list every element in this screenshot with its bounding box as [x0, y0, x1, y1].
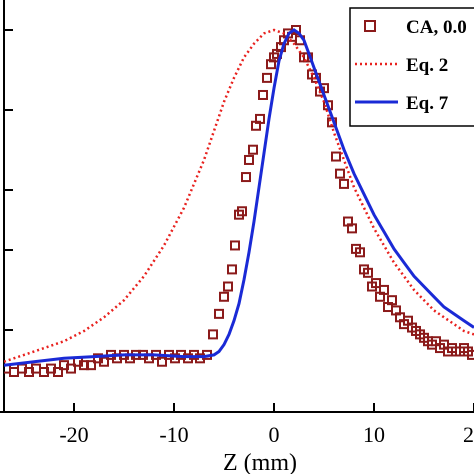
ca-data-point	[230, 240, 240, 251]
ca-data-point	[355, 247, 365, 258]
y-ticks	[4, 29, 13, 331]
ca-data-point	[255, 113, 265, 124]
ca-data-point	[53, 367, 63, 377]
ca-data-point	[331, 151, 341, 162]
x-tick-label: 10	[363, 422, 385, 447]
ca-data-point	[347, 223, 357, 234]
x-axis-label: Z (mm)	[223, 450, 297, 474]
ca-data-point	[219, 291, 229, 302]
ca-data-point	[99, 356, 109, 367]
ca-data-point	[223, 281, 233, 292]
eq7-series-line	[4, 28, 474, 367]
ca-data-point	[248, 144, 258, 155]
x-tick-label: -20	[59, 422, 88, 447]
ca-data-point	[66, 363, 76, 374]
ca-data-point	[339, 178, 349, 189]
ca-data-point	[244, 154, 254, 165]
ca-data-point	[241, 172, 251, 183]
ca-data-point	[157, 356, 167, 367]
ca-data-point	[335, 168, 345, 179]
legend-label: Eq. 7	[406, 93, 449, 114]
legend-marker-ca	[364, 20, 376, 32]
ca-data-point	[86, 360, 96, 371]
x-tick-label: -10	[159, 422, 188, 447]
x-tick-label: 20	[463, 422, 474, 447]
ca-data-point	[9, 367, 19, 377]
ca-data-point	[208, 329, 218, 340]
legend-label: CA, 0.0	[406, 17, 467, 38]
eq2-series-line	[4, 28, 474, 363]
ca-data-point	[214, 308, 224, 319]
legend-box	[349, 7, 474, 127]
series-layer	[4, 25, 474, 377]
ca-data-point	[237, 206, 247, 217]
ca-data-point	[363, 267, 373, 278]
plot-area	[0, 0, 474, 413]
ca-data-point	[467, 349, 474, 360]
ca-data-point	[371, 278, 381, 289]
ca-data-point	[379, 284, 389, 295]
ca-data-point	[262, 72, 272, 83]
legend: CA, 0.0 Eq. 2 Eq. 7	[349, 7, 474, 127]
x-tick-label: 0	[269, 422, 280, 447]
legend-label: Eq. 2	[406, 55, 448, 76]
ca-data-point	[387, 295, 397, 306]
x-ticks	[73, 403, 474, 412]
ca-data-point	[227, 264, 237, 275]
x-tick-labels: -20 -10 0 10 20	[59, 422, 474, 447]
ca-data-point	[258, 89, 268, 100]
